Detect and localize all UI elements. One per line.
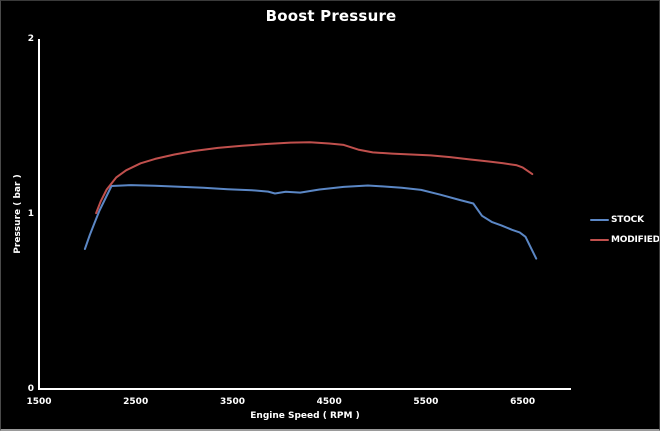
legend-item-stock: STOCK — [590, 214, 659, 226]
axis-lines — [38, 39, 571, 390]
legend: STOCK MODIFIED — [590, 214, 660, 254]
legend-item-modified: MODIFIED — [590, 234, 660, 246]
modified-line-swatch — [590, 239, 609, 241]
x-tick-label: 6500 — [510, 397, 536, 407]
x-tick-label: 2500 — [123, 397, 149, 407]
x-tick-label: 3500 — [219, 397, 246, 407]
y-axis-title: Pressure ( bar ) — [13, 174, 23, 254]
x-axis-title: Engine Speed ( RPM ) — [250, 411, 360, 421]
legend-label-modified: MODIFIED — [611, 235, 660, 245]
modified-series-line — [95, 141, 534, 215]
stock-line-swatch — [590, 219, 609, 221]
legend-label-stock: STOCK — [611, 215, 644, 225]
y-tick-label: 1 — [27, 209, 34, 219]
chart-title: Boost Pressure — [265, 7, 397, 25]
y-tick-label: 2 — [27, 34, 34, 44]
x-tick-label: 1500 — [26, 397, 52, 407]
y-tick-label: 0 — [27, 384, 34, 394]
stock-series-line — [83, 184, 538, 260]
x-tick-label: 4500 — [316, 397, 342, 407]
x-tick-label: 5500 — [413, 397, 439, 407]
